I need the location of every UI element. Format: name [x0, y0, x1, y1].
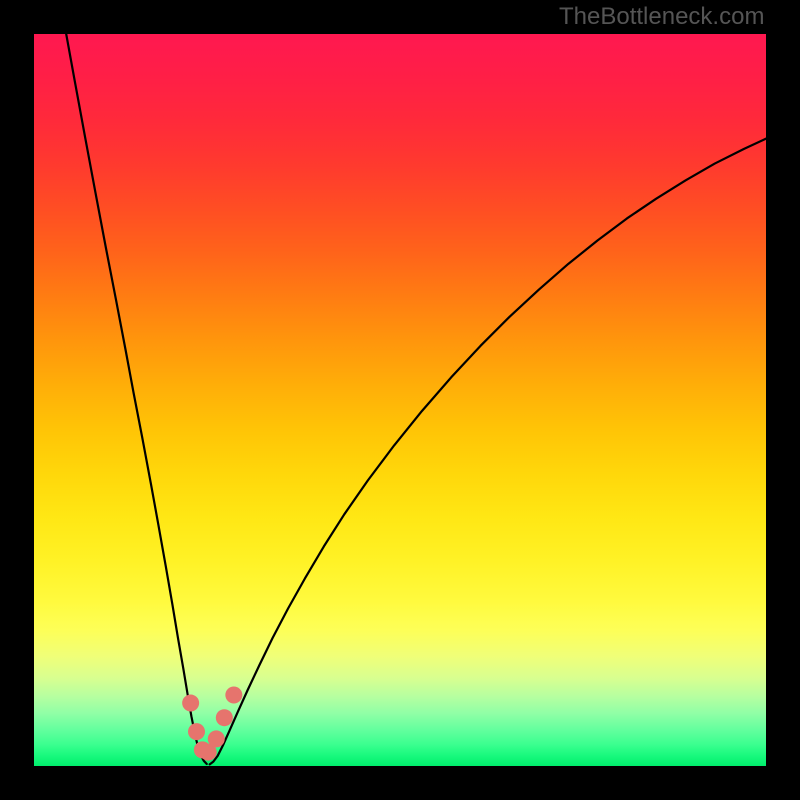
chart-svg — [34, 34, 766, 766]
attribution-watermark: TheBottleneck.com — [559, 3, 764, 31]
plot-area — [34, 34, 766, 766]
gradient-background — [34, 34, 766, 766]
marker-point — [188, 723, 205, 740]
marker-point — [225, 687, 242, 704]
marker-point — [208, 730, 225, 747]
marker-point — [216, 709, 233, 726]
marker-point — [182, 695, 199, 712]
chart-frame — [0, 0, 800, 800]
